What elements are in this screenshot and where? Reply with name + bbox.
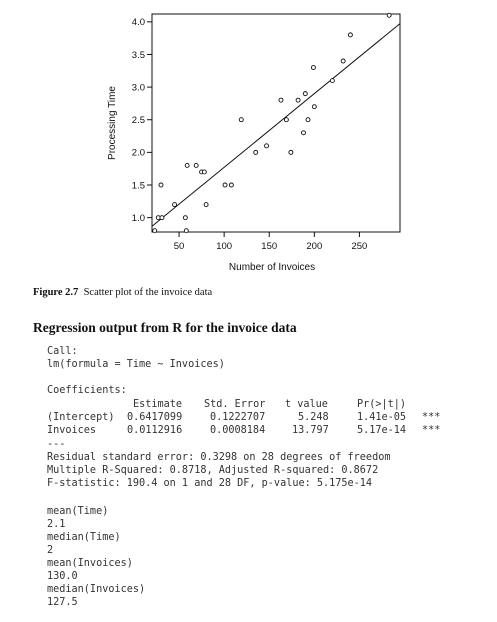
scatter-plot-figure: 50 100 150 200 250 1.0 1.5 2.0 2.5 3.0 3.5 4.0 Numbe…	[0, 0, 497, 280]
data-point	[193, 162, 199, 168]
figure-number: Figure 2.7	[33, 287, 79, 298]
data-point	[172, 202, 177, 208]
stats-line: 2	[47, 545, 54, 556]
f-statistic-line: F-statistic: 190.4 on 1 and 28 DF, p-val…	[47, 478, 373, 489]
row-p-value: 5.17e-14	[357, 425, 407, 436]
data-point	[184, 162, 190, 168]
row-p-value: 1.41e-05	[357, 412, 407, 423]
stats-line: mean(Invoices)	[47, 558, 133, 569]
stats-line: median(Time)	[47, 532, 121, 543]
r-call-formula: lm(formula = Time ~ Invoices)	[47, 359, 225, 370]
x-tick-label: 50	[174, 241, 185, 252]
header-p-value: Pr(>|t|)	[357, 399, 407, 410]
data-point	[183, 228, 189, 234]
data-point	[302, 91, 308, 97]
data-point	[288, 149, 294, 155]
x-axis-label: Number of Invoices	[229, 262, 315, 273]
row-std-error: 0.1222707	[210, 412, 266, 423]
y-axis-label: Processing Time	[107, 86, 118, 160]
data-point	[347, 32, 353, 38]
data-point	[238, 117, 244, 123]
x-tick-label: 200	[306, 241, 322, 252]
row-estimate: 0.6417099	[127, 412, 183, 423]
data-point	[159, 215, 165, 221]
stats-line: 2.1	[47, 519, 66, 530]
row-stars: ***	[422, 425, 441, 436]
data-point	[310, 65, 316, 70]
header-t-value: t value	[285, 399, 328, 410]
data-point	[158, 182, 164, 188]
data-point	[201, 169, 207, 175]
data-point	[228, 182, 234, 188]
row-estimate: 0.0112916	[127, 425, 183, 436]
data-point	[329, 78, 335, 84]
scatter-plot: 50 100 150 200 250 1.0 1.5 2.0 2.5 3.0 3.5 4.0 Numbe…	[107, 12, 401, 273]
y-tick-label: 2.5	[132, 115, 145, 126]
data-point	[305, 117, 311, 123]
row-name: (Intercept)	[47, 412, 115, 423]
residual-standard-error: Residual standard error: 0.3298 on 28 de…	[47, 452, 391, 463]
data-point	[278, 97, 284, 103]
header-estimate: Estimate	[133, 399, 183, 410]
data-point	[340, 58, 346, 64]
row-name: Invoices	[47, 425, 97, 436]
regression-line	[151, 23, 401, 227]
significance-separator: ---	[47, 439, 66, 450]
figure-caption-text: Scatter plot of the invoice data	[83, 287, 213, 298]
row-t-value: 13.797	[292, 425, 329, 436]
stats-line: mean(Time)	[47, 506, 109, 517]
r-coefficients-label: Coefficients:	[47, 385, 127, 396]
x-tick-label: 100	[216, 241, 232, 252]
data-point	[386, 12, 392, 18]
y-tick-label: 3.0	[132, 82, 145, 93]
plot-frame	[151, 13, 401, 233]
y-tick-label: 1.0	[132, 213, 145, 224]
data-point	[301, 130, 306, 136]
figure-caption: Figure 2.7 Scatter plot of the invoice d…	[33, 287, 212, 298]
r-squared-line: Multiple R-Squared: 0.8718, Adjusted R-s…	[47, 465, 379, 476]
data-point	[295, 97, 301, 103]
data-point	[311, 104, 317, 110]
data-point	[152, 228, 158, 234]
row-stars: ***	[422, 412, 441, 423]
data-point	[222, 182, 228, 188]
r-call-line: Call:	[47, 346, 78, 357]
y-tick-label: 2.0	[132, 148, 145, 159]
data-point	[264, 143, 269, 149]
y-tick-label: 1.5	[132, 180, 145, 191]
data-point	[203, 202, 209, 208]
data-point	[283, 117, 289, 123]
data-point	[253, 149, 259, 155]
data-point	[182, 215, 188, 221]
y-tick-label: 3.5	[132, 50, 145, 61]
header-std-error: Std. Error	[204, 399, 266, 410]
stats-line: median(Invoices)	[47, 584, 146, 595]
x-tick-label: 250	[351, 241, 367, 252]
section-heading: Regression output from R for the invoice…	[33, 320, 297, 335]
row-t-value: 5.248	[298, 412, 329, 423]
stats-line: 130.0	[47, 571, 78, 582]
x-tick-label: 150	[261, 241, 277, 252]
row-std-error: 0.0008184	[210, 425, 266, 436]
stats-line: 127.5	[47, 597, 78, 608]
y-tick-label: 4.0	[132, 17, 145, 28]
